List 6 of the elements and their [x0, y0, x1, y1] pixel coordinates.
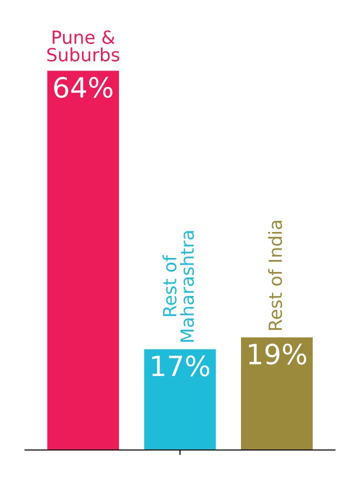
x-tick-label: Rest of Maharashtra [162, 231, 194, 342]
data-label: 64% [54, 76, 112, 98]
x-tick-label: Pune & Suburbs [47, 30, 120, 62]
x-tick-label: Rest of India [268, 220, 282, 330]
data-label: 19% [249, 344, 306, 365]
data-label: 17% [152, 355, 210, 376]
